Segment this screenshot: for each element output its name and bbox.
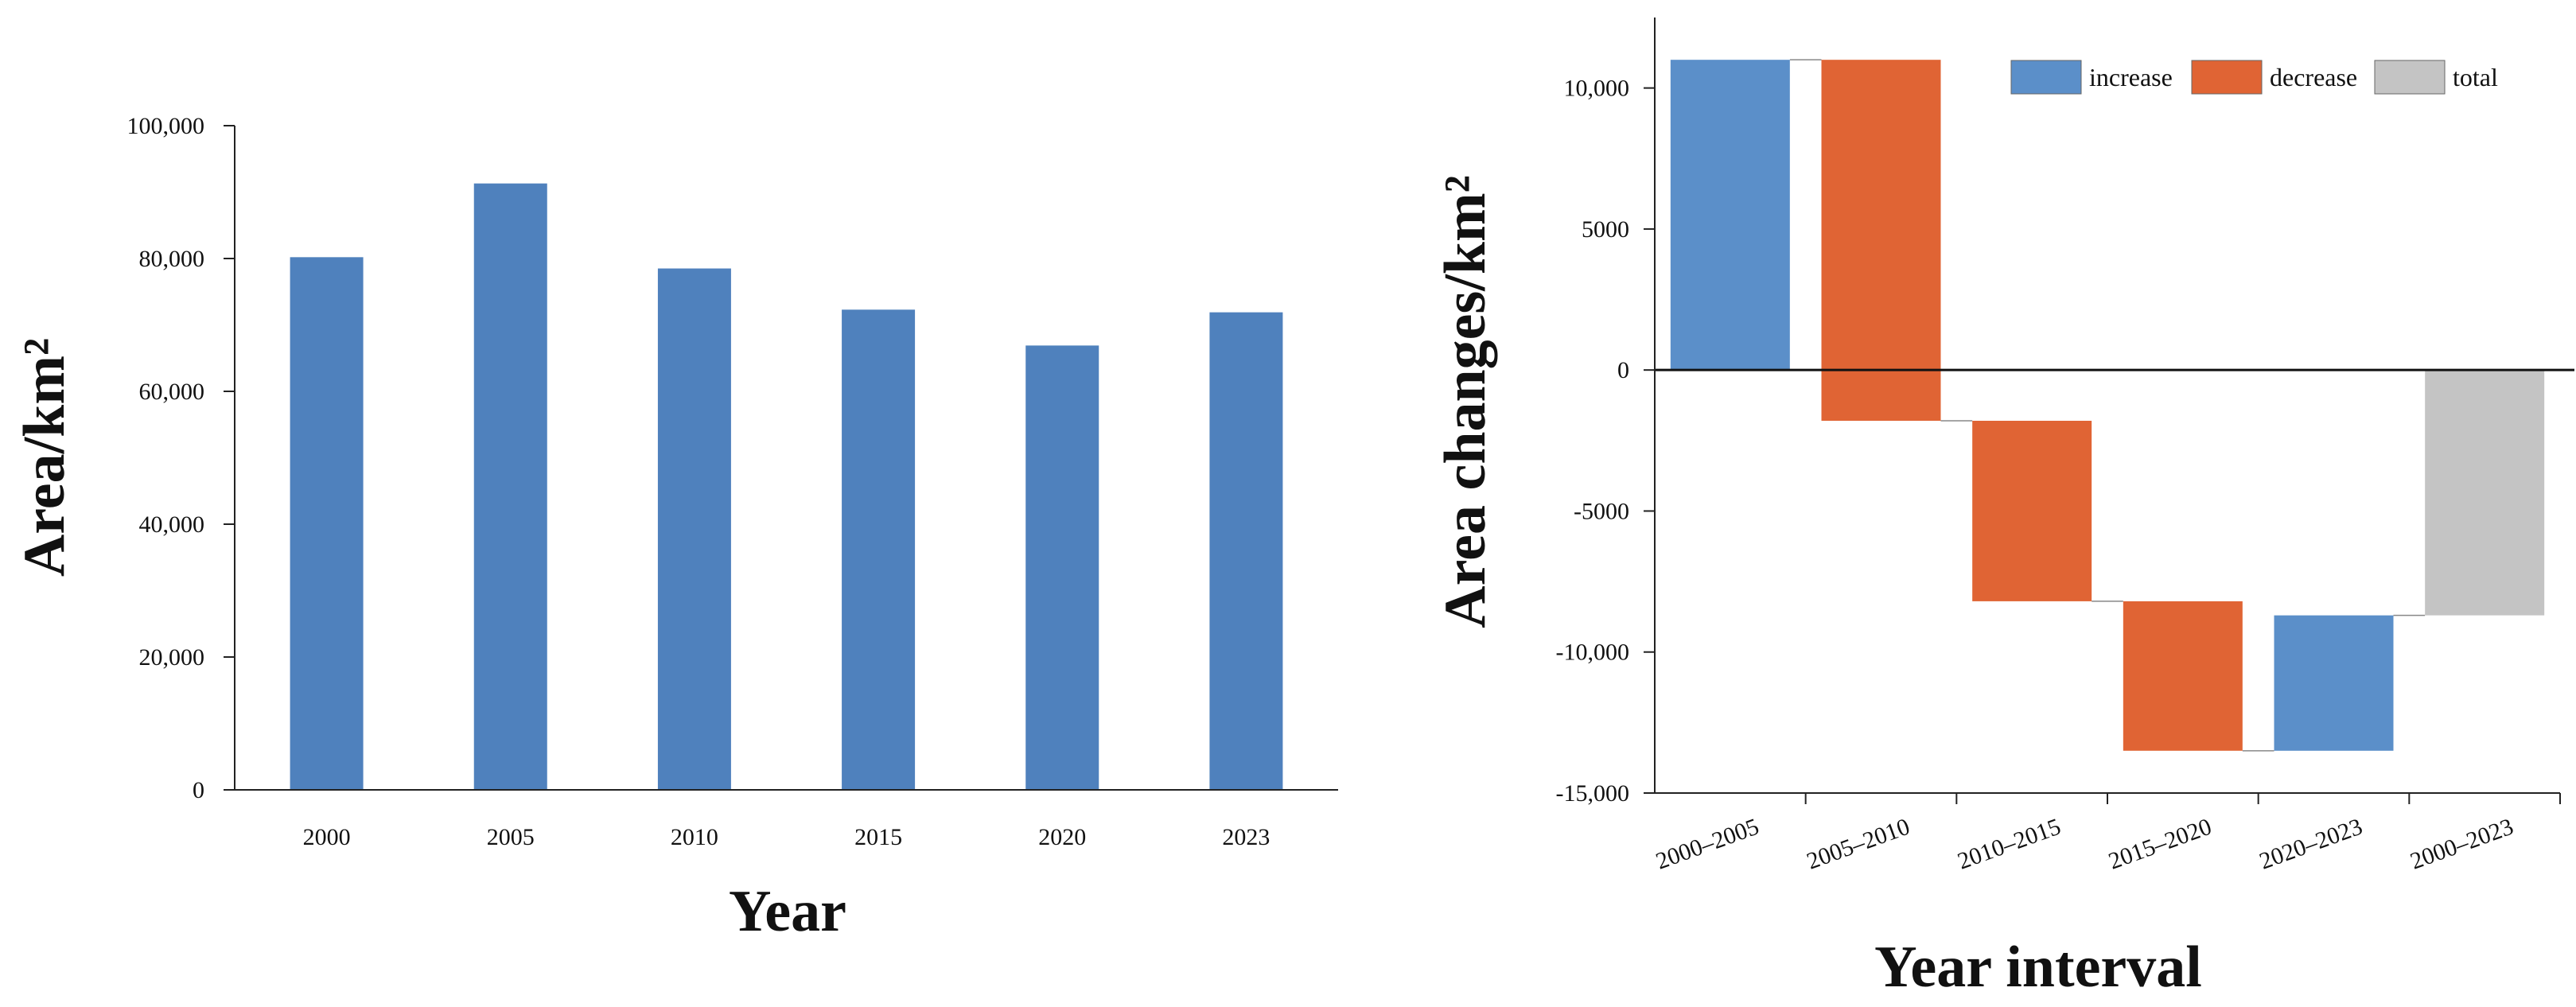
legend: increase decrease total: [2010, 60, 2498, 95]
waterfall-bar-increase: [2274, 615, 2394, 751]
y-tick-label: 5000: [1582, 216, 1629, 243]
bar-2000: [290, 257, 364, 791]
x-tick-label: 2005–2010: [1804, 814, 1913, 875]
y-tick-label: 100,000: [127, 113, 205, 139]
y-tick-label: -15,000: [1556, 780, 1630, 807]
y-tick-label: 60,000: [139, 379, 205, 405]
x-axis-ticks: 2000–2005 2005–2010 2010–2015 2015–2020 2020…: [1652, 793, 2561, 875]
connector-lines: [1789, 59, 2426, 752]
x-tick-label: 2015–2020: [2105, 814, 2215, 875]
x-tick-label: 2015: [854, 824, 902, 850]
x-tick-label: 2023: [1222, 824, 1270, 850]
x-tick-label: 2000–2005: [1652, 814, 1762, 875]
waterfall-bar-decrease: [1821, 60, 1941, 421]
y-tick-label: 0: [1617, 357, 1629, 383]
bar-series: [290, 183, 1283, 791]
waterfall-bars: [1670, 60, 2545, 751]
y-tick-label: 10,000: [1564, 76, 1630, 102]
x-axis-ticks: 2000 2005 2010 2015 2020 2023: [303, 824, 1270, 850]
y-axis-title: Area/km²: [12, 338, 77, 577]
x-tick-label: 2000–2023: [2407, 814, 2516, 875]
x-tick-label: 2020–2023: [2256, 814, 2366, 875]
y-tick-label: -5000: [1574, 498, 1629, 524]
y-axis-ticks: 0 20,000 40,000 60,000 80,000 100,000: [127, 113, 235, 803]
bar-2015: [842, 309, 916, 790]
x-tick-label: 2020: [1038, 824, 1086, 850]
x-tick-label: 2010: [671, 824, 718, 850]
legend-label: increase: [2089, 63, 2173, 91]
y-tick-label: 40,000: [139, 511, 205, 538]
waterfall-bar-total: [2425, 370, 2545, 616]
x-axis-title: Year interval: [1874, 935, 2202, 1000]
y-axis-title: Area changes/km²: [1433, 175, 1498, 628]
waterfall-bar-decrease: [2123, 601, 2243, 751]
legend-label: decrease: [2270, 63, 2357, 91]
legend-swatch-total: [2374, 60, 2446, 95]
y-tick-label: 80,000: [139, 246, 205, 272]
y-axis-ticks: -15,000 -10,000 -5000 0 5000 10,000: [1556, 76, 1655, 807]
x-tick-label: 2010–2015: [1954, 814, 2064, 875]
legend-swatch-decrease: [2191, 60, 2263, 95]
x-tick-label: 2005: [487, 824, 535, 850]
waterfall-chart-area-changes: -15,000 -10,000 -5000 0 5000 10,000 2000–2005…: [1433, 17, 2574, 1000]
x-tick-label: 2000: [303, 824, 351, 850]
y-tick-label: 0: [193, 777, 204, 803]
y-tick-label: 20,000: [139, 644, 205, 671]
waterfall-bar-decrease: [1972, 421, 2092, 601]
bar-2023: [1209, 312, 1283, 790]
legend-swatch-increase: [2010, 60, 2082, 95]
waterfall-bar-increase: [1670, 60, 1790, 371]
bar-2010: [657, 268, 731, 790]
bar-2020: [1025, 345, 1099, 790]
y-tick-label: -10,000: [1556, 640, 1630, 666]
legend-label: total: [2453, 63, 2498, 91]
x-axis-title: Year: [729, 879, 846, 944]
bar-2005: [473, 183, 547, 790]
